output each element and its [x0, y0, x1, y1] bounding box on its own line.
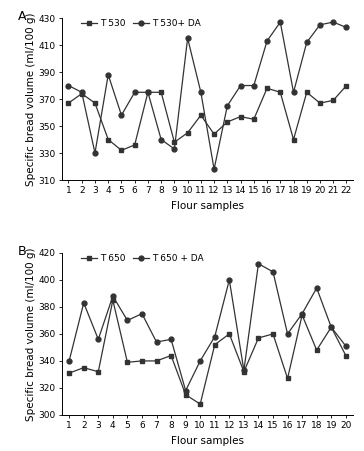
T 530	[132, 142, 137, 147]
T 650 + DA	[285, 331, 290, 336]
T 530	[93, 101, 97, 106]
T 530+ DA	[291, 90, 296, 95]
T 530+ DA	[159, 137, 163, 142]
T 650 + DA	[169, 336, 173, 342]
Line: T 650 + DA: T 650 + DA	[67, 261, 348, 393]
T 530+ DA	[80, 90, 84, 95]
T 530+ DA	[318, 22, 322, 28]
Text: A: A	[18, 10, 27, 23]
T 530	[80, 91, 84, 97]
Text: B: B	[18, 245, 27, 258]
T 650 + DA	[227, 277, 232, 283]
T 650 + DA	[271, 269, 275, 275]
T 650 + DA	[67, 358, 71, 364]
T 530+ DA	[132, 90, 137, 95]
T 650	[140, 358, 144, 364]
T 530+ DA	[106, 72, 110, 78]
T 650	[256, 335, 261, 341]
Line: T 650: T 650	[67, 298, 348, 406]
T 650 + DA	[140, 311, 144, 317]
T 530+ DA	[225, 103, 230, 109]
T 530	[199, 113, 203, 118]
T 530+ DA	[66, 83, 71, 88]
T 650	[125, 359, 130, 365]
T 530+ DA	[252, 83, 256, 88]
T 530+ DA	[146, 90, 150, 95]
T 530+ DA	[212, 166, 216, 172]
T 530+ DA	[305, 40, 309, 45]
T 530	[172, 139, 177, 145]
T 650	[154, 358, 159, 364]
T 530	[291, 137, 296, 142]
T 650 + DA	[111, 294, 115, 299]
T 650 + DA	[125, 318, 130, 323]
T 650 + DA	[242, 368, 246, 373]
T 530	[305, 90, 309, 95]
T 530	[318, 101, 322, 106]
T 650	[271, 331, 275, 336]
T 530+ DA	[119, 113, 124, 118]
Line: T 530+ DA: T 530+ DA	[66, 20, 349, 172]
T 650	[314, 347, 319, 353]
T 650	[198, 401, 202, 407]
T 530	[106, 137, 110, 142]
Y-axis label: Specific bread volume (ml/100 g): Specific bread volume (ml/100 g)	[25, 12, 36, 186]
T 650	[67, 370, 71, 376]
T 530+ DA	[331, 19, 335, 25]
T 650	[111, 298, 115, 303]
T 530	[159, 90, 163, 95]
T 650 + DA	[329, 324, 333, 330]
T 650 + DA	[183, 388, 188, 393]
T 650	[300, 313, 304, 318]
T 650 + DA	[213, 334, 217, 339]
T 650 + DA	[198, 358, 202, 364]
T 650 + DA	[344, 343, 348, 349]
T 530	[212, 131, 216, 137]
T 650	[213, 342, 217, 347]
T 650	[169, 353, 173, 358]
T 530	[146, 90, 150, 95]
T 530	[238, 114, 243, 120]
T 530+ DA	[172, 146, 177, 152]
T 530+ DA	[199, 90, 203, 95]
T 650	[183, 392, 188, 397]
T 650 + DA	[314, 285, 319, 291]
T 650	[227, 331, 232, 336]
T 530+ DA	[93, 150, 97, 156]
T 530+ DA	[238, 83, 243, 88]
T 530	[252, 116, 256, 122]
T 530+ DA	[278, 19, 282, 25]
T 650	[82, 365, 86, 370]
T 530	[278, 90, 282, 95]
T 650 + DA	[82, 300, 86, 306]
T 530+ DA	[344, 25, 349, 30]
Legend: T 530, T 530+ DA: T 530, T 530+ DA	[81, 19, 200, 28]
Legend: T 650, T 650 + DA: T 650, T 650 + DA	[81, 254, 203, 263]
T 650 + DA	[300, 311, 304, 317]
T 530	[331, 98, 335, 103]
T 530	[265, 86, 269, 91]
T 650 + DA	[96, 336, 100, 342]
T 650	[96, 369, 100, 374]
T 530+ DA	[265, 38, 269, 44]
T 530	[225, 119, 230, 124]
X-axis label: Flour samples: Flour samples	[171, 201, 244, 211]
T 650	[285, 376, 290, 381]
T 530	[119, 147, 124, 153]
T 650 + DA	[256, 261, 261, 267]
T 650	[242, 369, 246, 374]
T 530	[66, 101, 71, 106]
T 650	[329, 324, 333, 330]
T 530+ DA	[185, 36, 190, 41]
Y-axis label: Specific bread volume (ml/100 g): Specific bread volume (ml/100 g)	[25, 247, 36, 421]
T 530	[185, 130, 190, 135]
Line: T 530: T 530	[66, 83, 349, 153]
T 530	[344, 83, 349, 88]
X-axis label: Flour samples: Flour samples	[171, 436, 244, 446]
T 650 + DA	[154, 339, 159, 345]
T 650	[344, 353, 348, 358]
